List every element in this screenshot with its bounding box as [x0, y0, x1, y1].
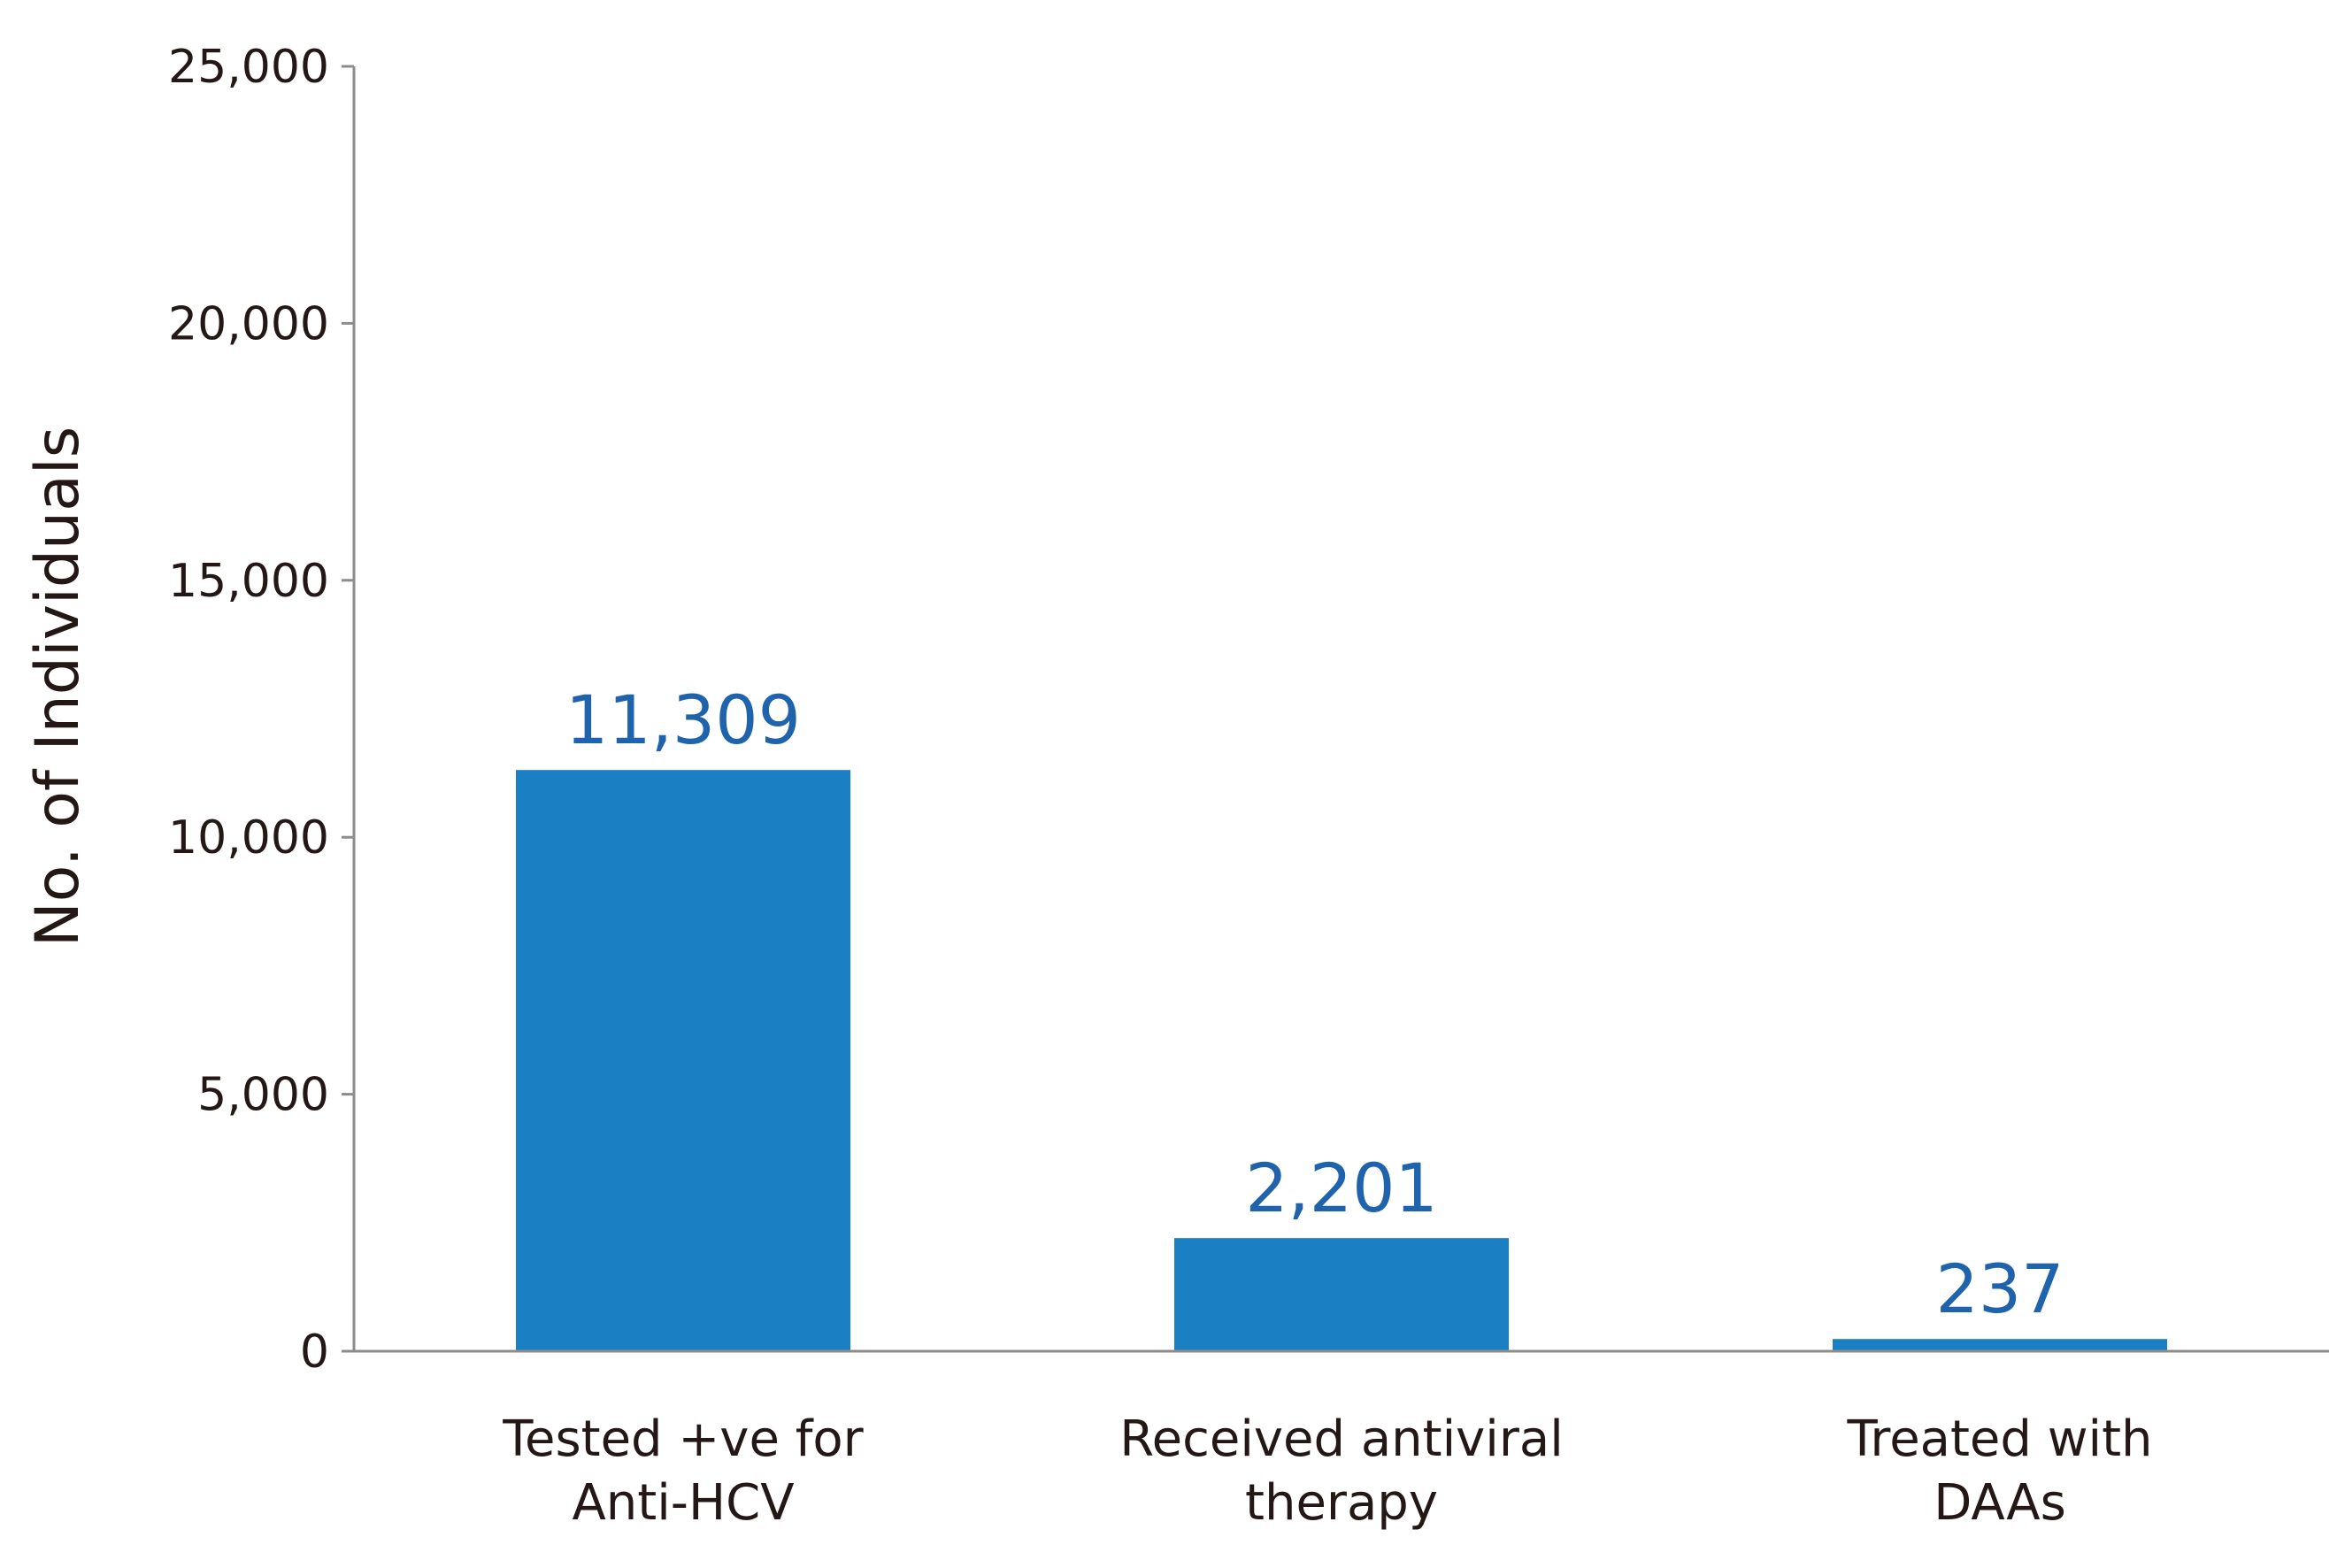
- y-tick-label: 5,000: [197, 1069, 329, 1122]
- x-category-label: DAAs: [1934, 1474, 2066, 1532]
- y-tick-label: 15,000: [168, 555, 329, 608]
- y-axis-title: No. of Individuals: [23, 427, 93, 947]
- bar-value-label: 2,201: [1245, 1149, 1438, 1227]
- category-labels: Tested +ve for Anti-HCV Received antiviral…: [502, 1410, 2152, 1532]
- bar: [516, 770, 850, 1351]
- bar-value-label: 11,309: [565, 680, 801, 759]
- y-tick-label: 0: [300, 1326, 329, 1379]
- x-category-label: therapy: [1245, 1474, 1438, 1532]
- bars: [516, 770, 2167, 1351]
- bar: [1833, 1339, 2167, 1351]
- x-category-label: Treated with: [1846, 1410, 2152, 1468]
- bar-value-label: 237: [1935, 1249, 2064, 1328]
- y-tick-label: 10,000: [168, 811, 329, 865]
- x-category-label: Received antiviral: [1119, 1410, 1564, 1468]
- data-labels: 11,309 2,201 237: [565, 680, 2064, 1328]
- x-category-label: Anti-HCV: [572, 1474, 794, 1532]
- y-tick-label: 20,000: [168, 297, 329, 350]
- y-tick-label: 25,000: [168, 41, 329, 94]
- x-category-label: Tested +ve for: [502, 1410, 864, 1468]
- bar: [1174, 1238, 1509, 1351]
- y-axis-ticks: 0 5,000 10,000 15,000 20,000 25,000: [168, 41, 354, 1379]
